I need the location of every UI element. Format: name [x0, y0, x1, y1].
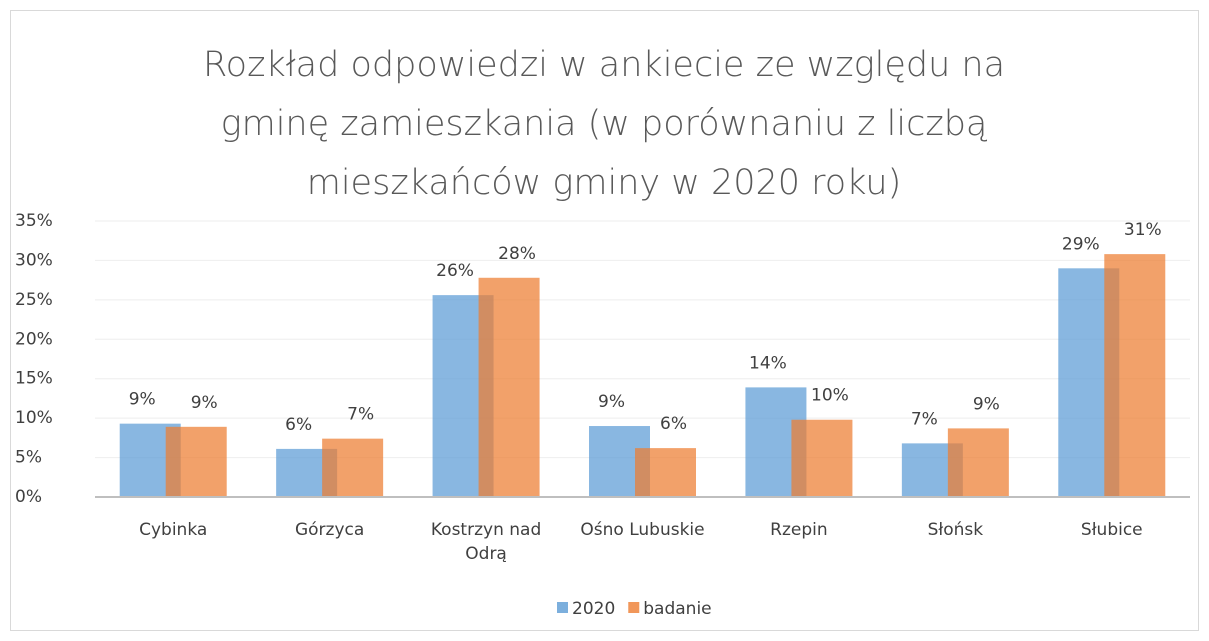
data-label: 26% — [436, 261, 474, 281]
x-tick-label: Słubice — [1080, 520, 1143, 540]
data-label: 7% — [347, 405, 374, 425]
data-label: 31% — [1124, 220, 1162, 240]
x-tick-label: Kostrzyn nad Odrą — [430, 520, 542, 564]
y-tick-label: 10% — [15, 408, 53, 428]
x-tick-label: Górzyca — [294, 520, 365, 540]
data-label: 6% — [285, 415, 312, 435]
legend-swatch — [557, 602, 568, 613]
x-tick-label: Cybinka — [139, 520, 208, 540]
y-tick-label: 15% — [15, 369, 53, 389]
bar — [635, 448, 696, 497]
chart-border — [10, 10, 1199, 631]
data-label: 9% — [973, 394, 1000, 414]
y-tick-label: 35% — [15, 211, 53, 231]
bar — [322, 438, 384, 497]
bar — [478, 277, 540, 497]
data-label: 9% — [191, 393, 218, 413]
y-tick-label: 30% — [15, 250, 53, 270]
bar — [1104, 254, 1166, 497]
x-tick-label: Ośno Lubuskie — [580, 520, 705, 540]
y-tick-label: 20% — [15, 329, 53, 349]
bar — [165, 426, 227, 497]
legend-label: badanie — [643, 599, 711, 619]
data-label: 7% — [911, 409, 938, 429]
data-label: 9% — [129, 390, 156, 410]
chart-title: Rozkład odpowiedzi w ankiecie ze względu… — [202, 45, 1006, 203]
x-tick-label: Słońsk — [927, 520, 984, 540]
data-label: 9% — [598, 392, 625, 412]
data-label: 28% — [498, 244, 536, 264]
data-label: 6% — [660, 414, 687, 434]
data-label: 29% — [1062, 234, 1100, 254]
y-tick-label: 0% — [15, 487, 42, 507]
data-label: 10% — [811, 386, 849, 406]
x-tick-label: Rzepin — [770, 520, 828, 540]
bar — [791, 419, 853, 497]
data-label: 14% — [749, 353, 787, 373]
legend-swatch — [628, 602, 640, 613]
y-tick-label: 5% — [15, 448, 42, 468]
legend-label: 2020 — [572, 599, 615, 619]
y-tick-label: 25% — [15, 290, 53, 310]
bar — [947, 428, 1009, 497]
